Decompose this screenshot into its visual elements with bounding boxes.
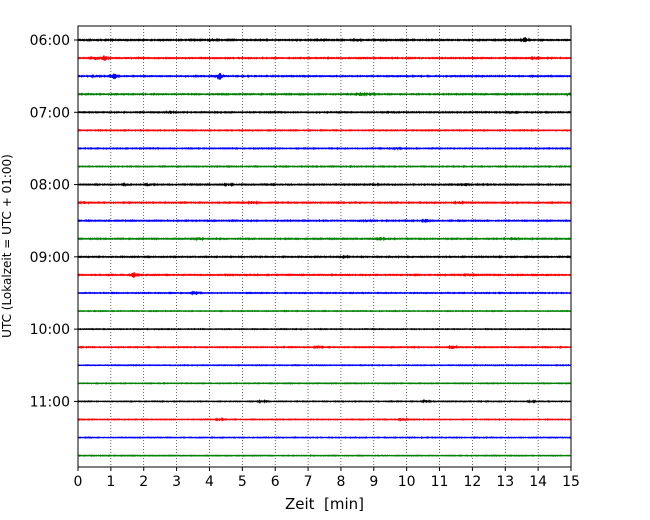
x-tick-label: 11 xyxy=(431,474,449,490)
x-axis-label: Zeit [min] xyxy=(285,495,364,513)
trace-08:45 xyxy=(77,236,572,242)
trace-09:30 xyxy=(77,290,572,296)
x-axis-ticks: 0 1 2 3 4 5 6 7 8 9 10 11 12 13 14 15 xyxy=(74,467,580,490)
trace-07:45 xyxy=(77,164,572,169)
x-tick-label: 0 xyxy=(74,474,83,490)
trace-11:00 xyxy=(77,398,572,404)
trace-06:00 xyxy=(77,37,572,43)
x-tick-label: 13 xyxy=(496,474,514,490)
y-tick-label: 10:00 xyxy=(30,322,70,338)
x-tick-label: 12 xyxy=(463,474,481,490)
trace-11:45 xyxy=(77,454,572,458)
x-tick-label: 3 xyxy=(172,474,181,490)
x-tick-label: 5 xyxy=(238,474,247,490)
trace-09:00 xyxy=(77,254,572,259)
trace-06:15 xyxy=(77,55,572,61)
trace-08:15 xyxy=(77,200,572,206)
plot-frame xyxy=(77,25,572,468)
trace-10:15 xyxy=(77,344,572,350)
x-tick-label: 1 xyxy=(106,474,115,490)
trace-06:30 xyxy=(77,72,572,80)
trace-07:00 xyxy=(77,109,572,115)
trace-08:00 xyxy=(77,181,572,188)
trace-06:45 xyxy=(77,91,572,97)
traces xyxy=(77,37,572,458)
trace-10:45 xyxy=(77,381,572,385)
y-axis-ticks: 06:00 07:00 08:00 09:00 10:00 11:00 xyxy=(30,33,78,410)
trace-11:30 xyxy=(77,436,572,440)
x-tick-label: 6 xyxy=(271,474,280,490)
x-tick-label: 9 xyxy=(369,474,378,490)
x-tick-label: 15 xyxy=(562,474,580,490)
trace-11:15 xyxy=(77,416,572,423)
y-tick-label: 08:00 xyxy=(30,178,70,194)
x-tick-label: 8 xyxy=(336,474,345,490)
x-tick-label: 4 xyxy=(205,474,214,490)
trace-08:30 xyxy=(77,218,572,224)
x-tick-label: 2 xyxy=(139,474,148,490)
x-tick-label: 14 xyxy=(529,474,547,490)
trace-07:15 xyxy=(77,128,572,133)
y-tick-label: 09:00 xyxy=(30,250,70,266)
y-axis-label: UTC (Lokalzeit = UTC + 01:00) xyxy=(0,154,14,338)
trace-07:30 xyxy=(77,146,572,152)
trace-10:30 xyxy=(77,363,572,367)
trace-09:15 xyxy=(77,271,572,278)
x-tick-label: 10 xyxy=(398,474,416,490)
trace-10:00 xyxy=(77,327,572,331)
y-tick-label: 06:00 xyxy=(30,33,70,49)
y-tick-label: 07:00 xyxy=(30,105,70,121)
x-tick-label: 7 xyxy=(304,474,313,490)
trace-09:45 xyxy=(77,309,572,313)
y-tick-label: 11:00 xyxy=(30,394,70,410)
